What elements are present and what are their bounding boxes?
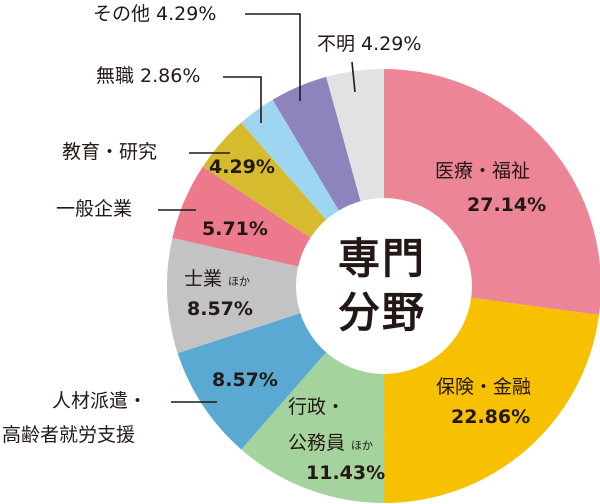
leader-lines xyxy=(158,13,356,403)
label-jinzai-name2: 高齢者就労支援 xyxy=(2,424,136,446)
label-ippan-pct: 5.71% xyxy=(202,218,268,240)
label-gyosei-name1: 行政・ xyxy=(288,396,346,418)
label-jinzai-pct: 8.57% xyxy=(212,369,278,391)
label-sonota: その他 4.29% xyxy=(93,3,217,25)
label-fumei: 不明 4.29% xyxy=(317,33,422,55)
label-hoken-name: 保険・金融 xyxy=(436,376,532,398)
label-jinzai-name1: 人材派遣・ xyxy=(52,390,148,412)
label-iryo-name: 医療・福祉 xyxy=(435,160,531,182)
leader-line-fumei xyxy=(351,61,356,93)
leader-line-sonota xyxy=(245,13,301,101)
label-shigyo-pct: 8.57% xyxy=(187,298,253,320)
label-ippan-name: 一般企業 xyxy=(56,198,133,220)
label-kyoiku-pct: 4.29% xyxy=(209,156,275,178)
label-gyosei-name2: 公務員 xyxy=(288,432,346,454)
donut-hole xyxy=(296,198,472,374)
label-shigyo-hoka: ほか xyxy=(228,275,250,288)
label-kyoiku-name: 教育・研究 xyxy=(62,141,158,163)
label-hoken-pct: 22.86% xyxy=(451,406,531,428)
donut-slice xyxy=(166,237,384,354)
label-mushoku: 無職 2.86% xyxy=(96,65,201,87)
label-gyosei-hoka: ほか xyxy=(351,439,373,452)
center-title-line1: 専門 xyxy=(338,234,427,283)
label-shigyo-name: 士業 xyxy=(184,268,223,290)
leader-line-mushoku xyxy=(223,76,262,123)
label-iryo-pct: 27.14% xyxy=(467,194,547,216)
label-gyosei-pct: 11.43% xyxy=(306,462,386,484)
center-title-line2: 分野 xyxy=(338,288,427,337)
